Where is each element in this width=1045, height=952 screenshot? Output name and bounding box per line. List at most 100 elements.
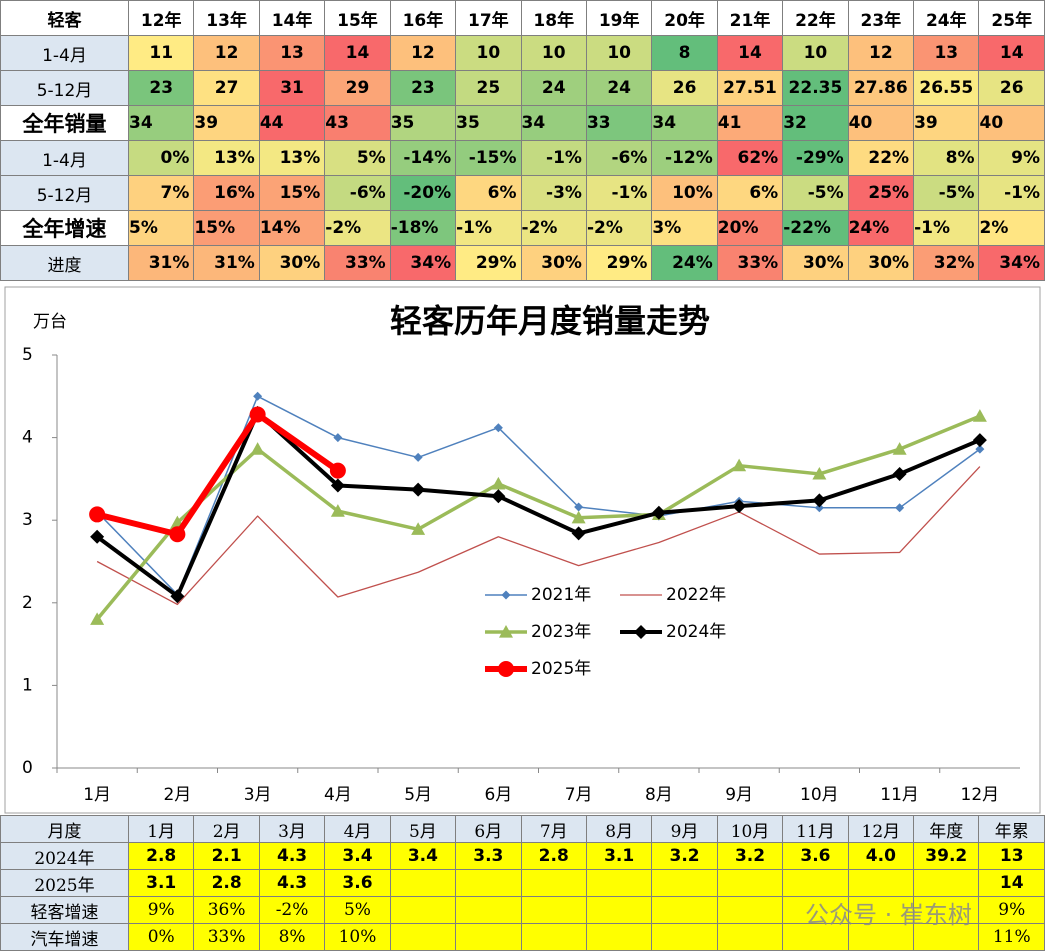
row-label: 汽车增速 [0,923,129,951]
legend-label: 2021年 [531,585,591,605]
data-cell [455,896,522,924]
data-cell [389,896,457,924]
heat-cell: -29% [782,140,849,176]
data-cell: 3.4 [324,842,391,870]
summary-table: 轻客 12年 13年 14年 15年 16年 17年 18年 19年 20年 21年 22年 23年 24… [0,0,1045,281]
data-cell: 36% [193,896,260,924]
data-cell [651,923,718,951]
heat-cell: 9% [978,140,1045,176]
series-marker [491,489,506,504]
data-cell [847,923,915,951]
series-marker [249,406,266,423]
data-cell: 0% [127,923,195,951]
data-cell: 9% [127,896,195,924]
data-cell: 3.2 [716,842,784,870]
data-cell: 3.1 [585,842,653,870]
series-marker [895,503,905,513]
data-cell: 5% [324,896,391,924]
header-cell: 6月 [455,815,522,843]
heat-cell: 29% [585,245,653,281]
heat-cell: -1% [455,210,522,246]
data-cell [585,923,653,951]
heat-cell: 14 [324,35,391,71]
series-marker [972,433,987,448]
heat-cell: 15% [193,210,260,246]
data-cell: 2.1 [193,842,260,870]
legend-marker [499,625,513,638]
heat-cell: 27.51 [716,70,784,106]
heat-cell: 30% [520,245,587,281]
heat-cell: 2% [978,210,1045,246]
data-cell: 9% [978,896,1045,924]
data-cell [716,896,784,924]
data-cell [847,896,915,924]
data-cell: 10% [324,923,391,951]
series-marker [571,526,586,541]
heat-cell: -6% [324,175,391,211]
table-row: 5-12月 23 27 31 29 23 25 24 24 26 27.51 22.35 27.86 26… [0,70,1045,106]
heat-cell: 14 [716,35,784,71]
row-label: 全年销量 [0,105,129,141]
header-cell: 23年 [847,0,915,36]
table-row: 1-4月 0% 13% 13% 5% -14% -15% -1% -6% -12% 62% -29% 2… [0,140,1045,176]
heat-cell: 13% [193,140,260,176]
heat-cell: 35 [389,105,457,141]
data-cell [716,869,784,897]
row-label: 1-4月 [0,140,129,176]
heat-cell: 5% [127,210,195,246]
series-marker [732,458,747,472]
row-label: 轻客增速 [0,896,129,924]
series-marker [169,526,186,543]
heat-cell: -15% [455,140,522,176]
row-label: 1-4月 [0,35,129,71]
header-cell: 16年 [389,0,457,36]
heat-cell: 10 [782,35,849,71]
data-cell [455,869,522,897]
data-cell [847,869,915,897]
heat-cell: 10 [585,35,653,71]
header-cell: 17年 [455,0,522,36]
heat-cell: 29% [455,245,522,281]
heat-cell: 5% [324,140,391,176]
header-cell: 9月 [651,815,718,843]
heat-cell: 24 [585,70,653,106]
heat-cell: 34 [127,105,195,141]
heat-cell: 39 [193,105,260,141]
heat-cell: 30% [782,245,849,281]
heat-cell: -1% [978,175,1045,211]
data-cell: 3.1 [127,869,195,897]
heat-cell: 13 [258,35,326,71]
heat-cell: 39 [913,105,980,141]
header-cell: 21年 [716,0,784,36]
row-label: 5-12月 [0,70,129,106]
legend-marker [501,590,511,600]
table-row: 轻客增速 9% 36% -2% 5% 9% [0,896,1045,924]
data-cell: 14 [978,869,1045,897]
heat-cell: 26 [651,70,718,106]
series-line [96,411,340,538]
heat-cell: 8 [651,35,718,71]
table-row: 2025年 3.1 2.8 4.3 3.6 14 [0,869,1045,897]
data-cell: -2% [258,896,326,924]
heat-cell: 24% [847,210,915,246]
heat-cell: 27.86 [847,70,915,106]
heat-cell: 25% [847,175,915,211]
series-marker [574,502,584,512]
data-cell: 39.2 [913,842,980,870]
heat-cell: 6% [716,175,784,211]
heat-cell: 40 [847,105,915,141]
series-line [96,466,981,606]
heat-cell: 31% [127,245,195,281]
heat-cell: 10 [455,35,522,71]
table-row: 汽车增速 0% 33% 8% 10% 11% [0,923,1045,951]
data-cell [782,869,849,897]
header-row: 轻客 12年 13年 14年 15年 16年 17年 18年 19年 20年 21年 22年 23年 24… [0,0,1045,36]
heat-cell: 22% [847,140,915,176]
series-marker [413,452,423,462]
heat-cell: 13 [913,35,980,71]
heat-cell: 13% [258,140,326,176]
heat-cell: 0% [127,140,195,176]
header-cell: 4月 [324,815,391,843]
data-cell: 4.3 [258,842,326,870]
